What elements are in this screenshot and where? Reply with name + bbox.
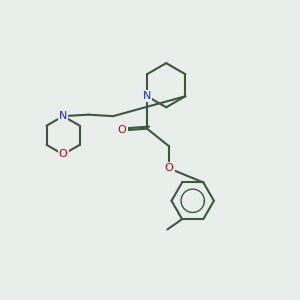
Text: N: N xyxy=(143,91,151,101)
Text: O: O xyxy=(165,164,173,173)
Text: N: N xyxy=(59,111,67,121)
Text: O: O xyxy=(59,149,68,159)
Text: O: O xyxy=(118,125,126,135)
